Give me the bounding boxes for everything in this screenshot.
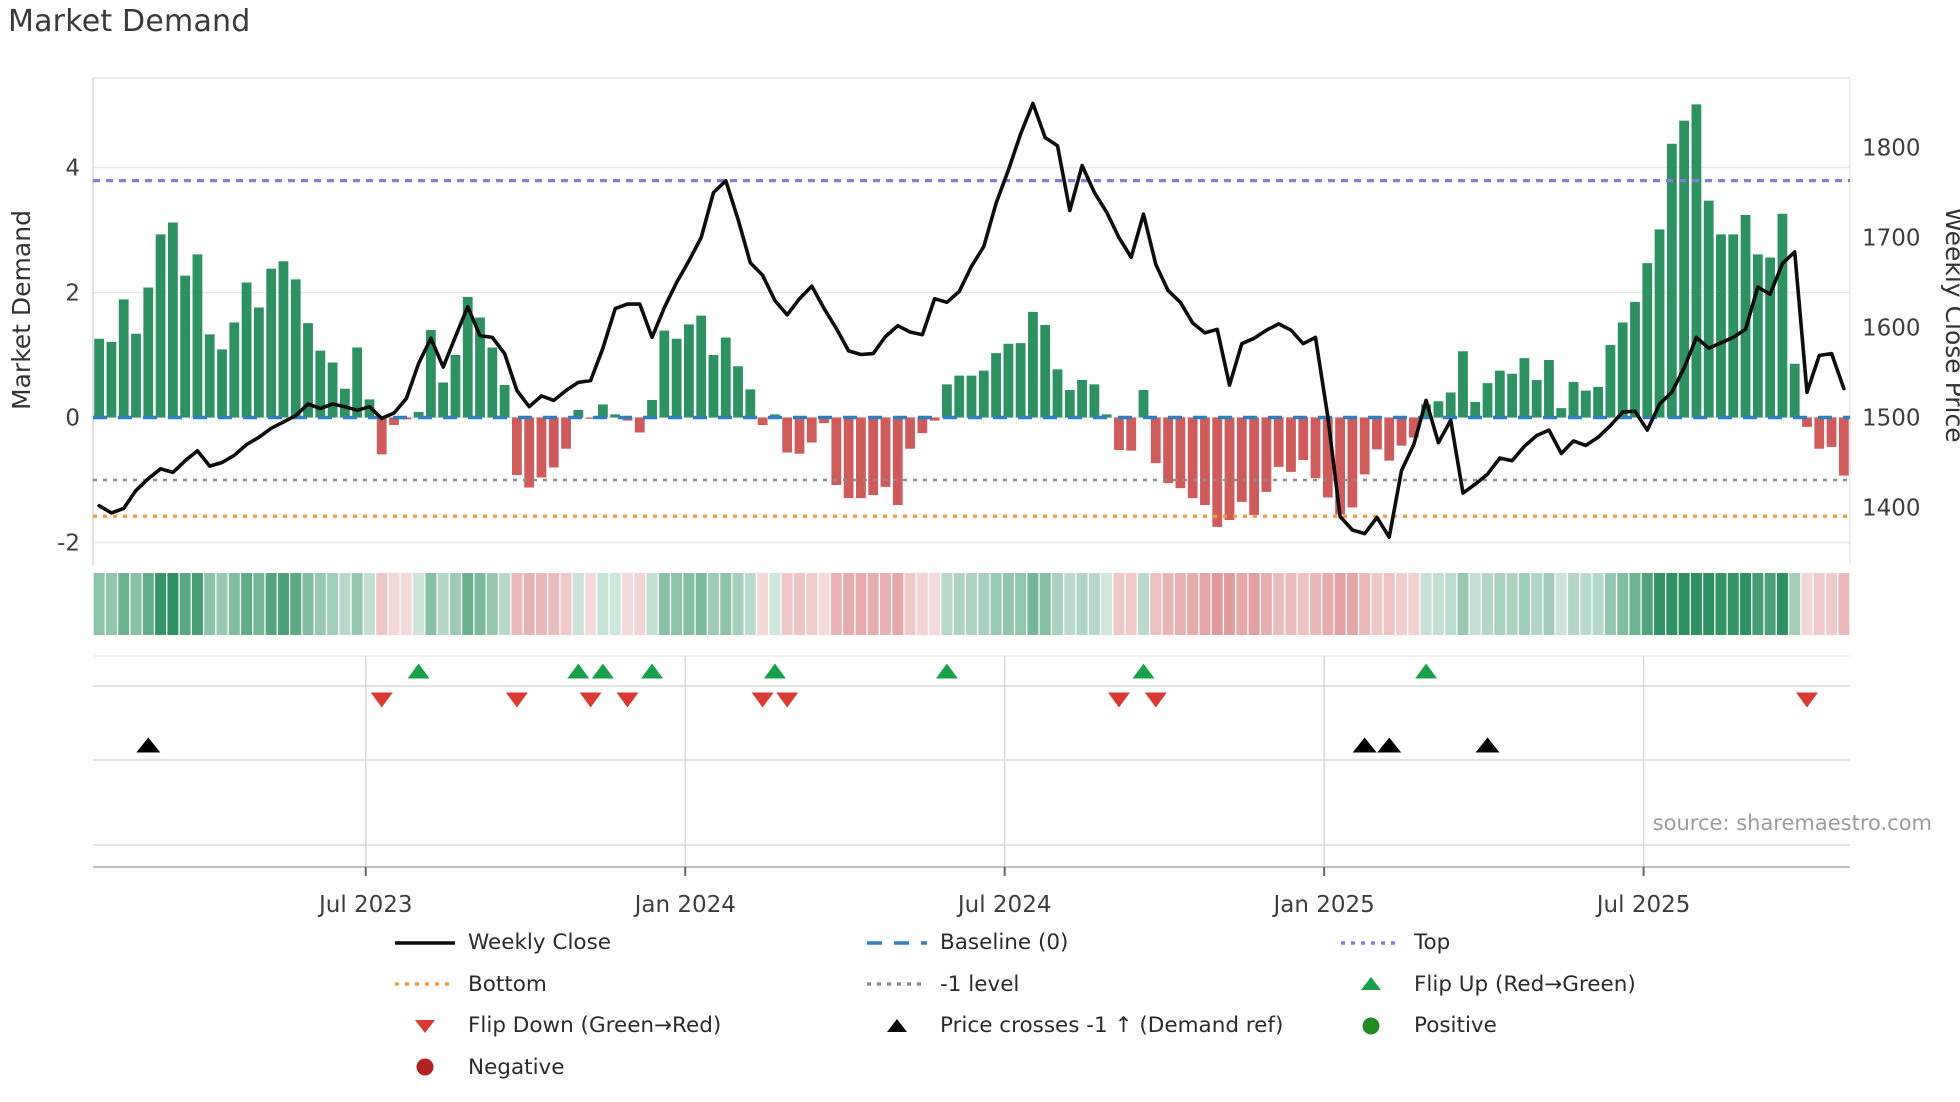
svg-text:1800: 1800 <box>1862 136 1921 162</box>
svg-text:0: 0 <box>65 406 80 432</box>
svg-text:1700: 1700 <box>1862 226 1921 252</box>
svg-text:1600: 1600 <box>1862 316 1921 342</box>
axis-titles: Market Demand Weekly Close Price <box>7 207 1960 442</box>
source-note: source: sharemaestro.com <box>1653 811 1932 835</box>
main-plot-grid <box>92 77 1851 565</box>
axis-tick-labels: 4 2 0 -2 1800 1700 1600 1500 1400 Jul 2023 Jan 202… <box>57 136 1920 919</box>
source-text: source: sharemaestro.com <box>1653 811 1932 835</box>
flip-up-markers <box>407 663 1438 679</box>
price-cross-markers <box>136 737 1500 753</box>
svg-text:Jul 2025: Jul 2025 <box>1595 892 1691 918</box>
svg-text:1400: 1400 <box>1862 496 1921 522</box>
weekly-close-price-line <box>97 101 1846 540</box>
svg-text:1500: 1500 <box>1862 406 1921 432</box>
svg-text:Weekly Close Price: Weekly Close Price <box>1940 207 1960 442</box>
demand-heatmap-strip <box>93 573 1850 635</box>
flip-down-markers <box>370 692 1818 708</box>
demand-bars <box>94 104 1849 527</box>
svg-text:-2: -2 <box>57 531 80 557</box>
svg-text:2: 2 <box>65 281 80 307</box>
svg-text:Jul 2023: Jul 2023 <box>317 892 413 918</box>
svg-text:Jan 2024: Jan 2024 <box>633 892 736 918</box>
svg-text:4: 4 <box>65 156 80 182</box>
svg-text:Jul 2024: Jul 2024 <box>956 892 1052 918</box>
svg-text:Market Demand: Market Demand <box>7 210 36 410</box>
svg-text:Jan 2025: Jan 2025 <box>1271 892 1374 918</box>
marker-panel <box>93 655 1850 876</box>
page-title: Market Demand <box>8 4 251 39</box>
reference-lines <box>93 179 1850 518</box>
